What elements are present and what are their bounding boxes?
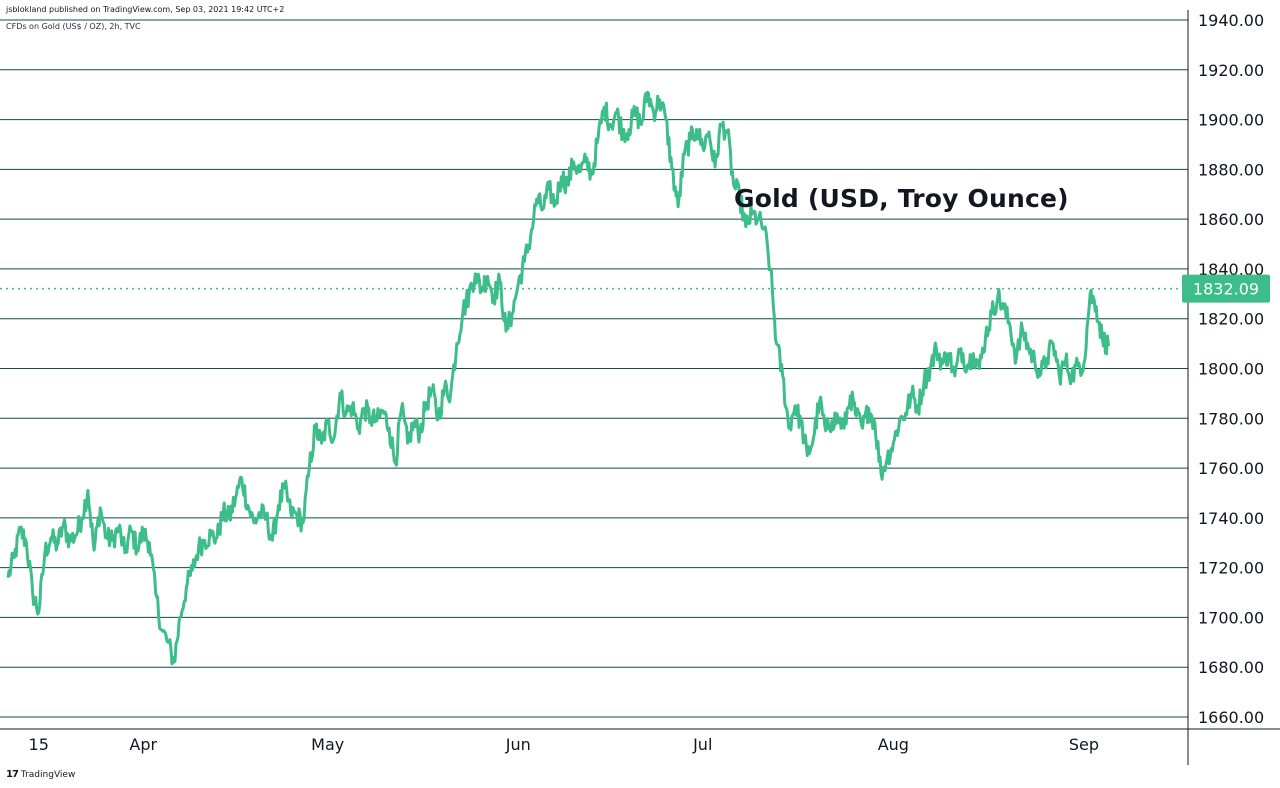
axes [0, 10, 1280, 765]
time-tick-label: Jul [692, 735, 712, 754]
chart-title: Gold (USD, Troy Ounce) [734, 184, 1069, 213]
price-tick-label: 1920.00 [1198, 61, 1264, 80]
last-price-badge-box [1182, 274, 1270, 303]
price-tick-label: 1860.00 [1198, 210, 1264, 229]
publisher-line: jsblokland published on TradingView.com,… [6, 5, 285, 14]
price-axis-labels[interactable]: 1660.00 1680.00 1700.00 1720.00 1740.00 1760.… [1198, 11, 1264, 727]
last-price-badge: 1832.09 [1182, 274, 1270, 303]
tradingview-brand: TradingView [20, 769, 76, 780]
footer: 17 TradingView [6, 769, 75, 780]
price-tick-label: 1840.00 [1198, 260, 1264, 279]
price-tick-label: 1760.00 [1198, 459, 1264, 478]
time-tick-label: Apr [129, 735, 157, 754]
time-axis-labels[interactable]: 15 Apr May Jun Jul Aug Sep [29, 735, 1099, 754]
time-tick-label: May [311, 735, 344, 754]
price-tick-label: 1780.00 [1198, 409, 1264, 428]
price-tick-label: 1720.00 [1198, 559, 1264, 578]
time-tick-label: Sep [1069, 735, 1099, 754]
price-tick-label: 1900.00 [1198, 111, 1264, 130]
price-tick-label: 1820.00 [1198, 310, 1264, 329]
price-tick-label: 1800.00 [1198, 360, 1264, 379]
price-tick-label: 1700.00 [1198, 608, 1264, 627]
tradingview-logo-icon: 17 [6, 769, 19, 780]
price-tick-label: 1740.00 [1198, 509, 1264, 528]
last-price-badge-text: 1832.09 [1193, 280, 1259, 299]
price-tick-label: 1940.00 [1198, 11, 1264, 30]
price-tick-label: 1660.00 [1198, 708, 1264, 727]
time-tick-label: 15 [29, 735, 49, 754]
symbol-description: CFDs on Gold (US$ / OZ), 2h, TVC [6, 22, 141, 31]
time-tick-label: Aug [878, 735, 909, 754]
price-tick-label: 1680.00 [1198, 658, 1264, 677]
price-tick-label: 1880.00 [1198, 160, 1264, 179]
price-series-line [6, 90, 1110, 666]
grid-lines [0, 19, 1188, 718]
time-tick-label: Jun [505, 735, 531, 754]
